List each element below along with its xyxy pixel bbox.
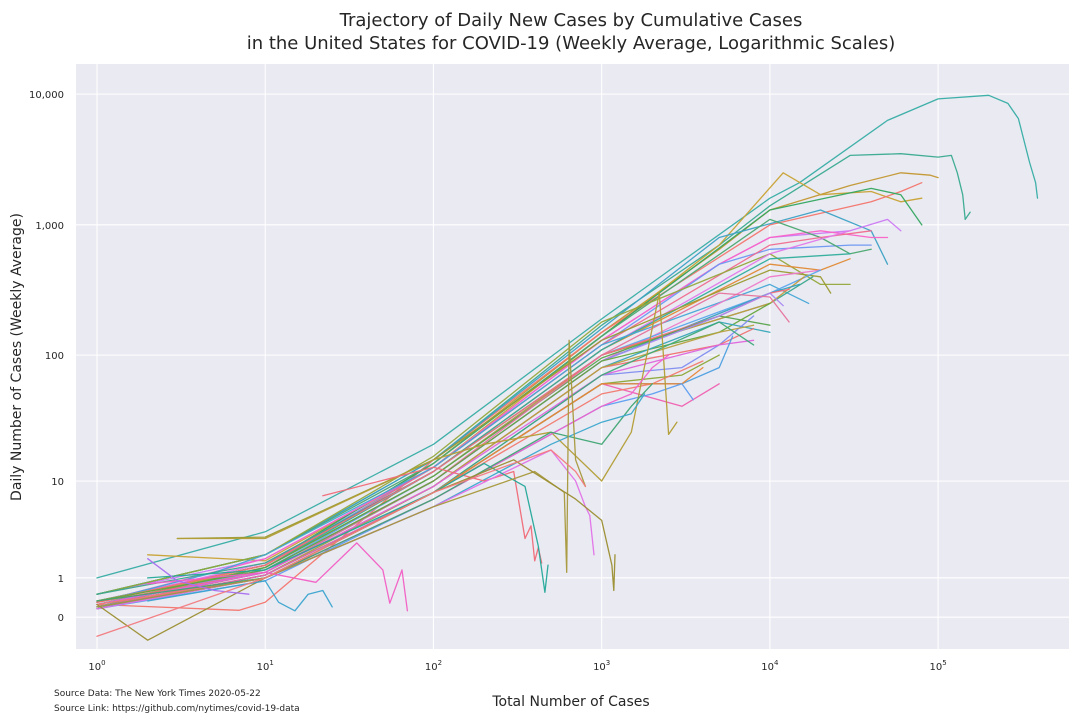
x-axis-ticks: 100 101 102 103 104 105 <box>88 659 946 673</box>
y-tick-label: 10 <box>51 477 64 488</box>
x-tick-label: 104 <box>761 659 779 673</box>
series-line-alaska <box>96 459 616 641</box>
series-line-puerto-rico <box>96 449 587 637</box>
series-line-new-york <box>96 94 1039 579</box>
series-line-missouri <box>96 315 771 606</box>
series-line-vermont <box>322 466 543 564</box>
series-line-guam <box>147 580 333 612</box>
y-axis-label: Daily Number of Cases (Weekly Average) <box>9 213 25 501</box>
source-link-note: Source Link: https://github.com/nytimes/… <box>54 704 300 714</box>
y-tick-label: 10,000 <box>29 90 64 101</box>
y-tick-label: 1,000 <box>35 221 64 232</box>
series-line-colorado <box>176 269 832 540</box>
series-line-california <box>96 182 923 611</box>
series-line-montana <box>147 462 549 593</box>
chart-subtitle: in the United States for COVID-19 (Weekl… <box>247 33 896 54</box>
y-tick-label: 1 <box>58 574 64 585</box>
series-line-nevada <box>96 339 755 606</box>
chart-title: Trajectory of Daily New Cases by Cumulat… <box>339 10 803 31</box>
y-tick-label: 100 <box>45 351 64 362</box>
source-data-note: Source Data: The New York Times 2020-05-… <box>54 689 261 699</box>
x-tick-label: 105 <box>930 659 947 673</box>
series-line-idaho <box>176 292 678 540</box>
grid <box>76 64 1069 649</box>
x-tick-label: 101 <box>257 659 274 673</box>
y-axis-ticks: 0 1 10 100 1,000 10,000 <box>29 90 64 624</box>
x-tick-label: 103 <box>593 659 610 673</box>
plot-area <box>76 64 1069 649</box>
series-line-northern-mariana-islands <box>147 558 250 595</box>
x-axis-label: Total Number of Cases <box>491 694 649 710</box>
x-tick-label: 100 <box>88 659 105 673</box>
y-tick-label: 0 <box>58 613 64 624</box>
series-lines <box>96 94 1039 641</box>
x-tick-label: 102 <box>425 659 442 673</box>
